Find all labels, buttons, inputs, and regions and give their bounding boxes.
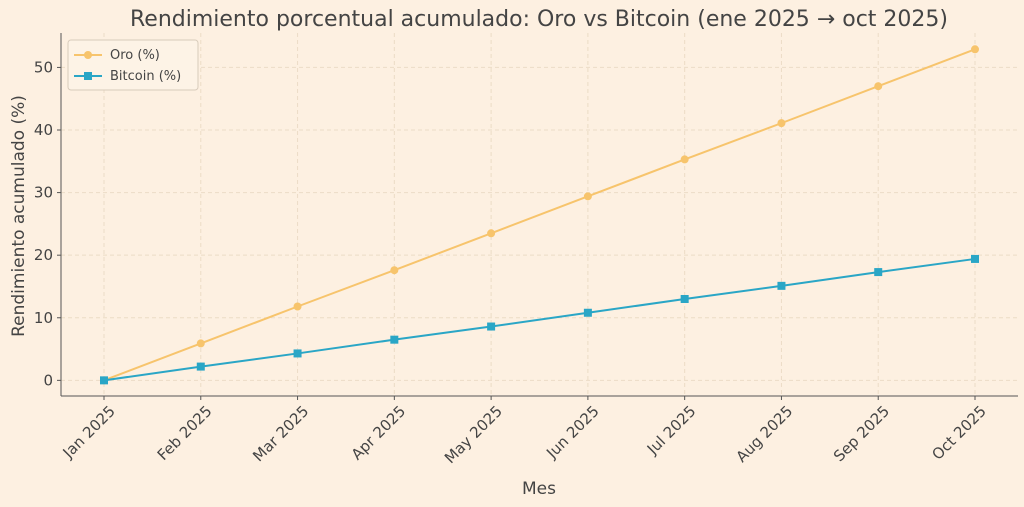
data-point [777,281,786,290]
y-tick-label: 20 [34,246,53,264]
y-tick-label: 10 [34,309,53,327]
x-axis-label: Mes [522,479,556,499]
x-tick-label: Sep 2025 [830,402,893,465]
x-tick-label: Aug 2025 [732,402,796,466]
legend-label: Oro (%) [110,48,160,63]
legend-marker [84,72,92,80]
x-tick-label: Jun 2025 [542,402,602,462]
data-point [583,192,592,201]
data-point [583,308,592,317]
series-line [103,257,976,382]
legend-box [67,39,199,91]
y-ticks: 0 10 20 30 40 50 [34,58,61,389]
data-point [487,229,496,238]
x-tick-label: Jan 2025 [59,402,119,462]
legend: Oro (%) Bitcoin (%) [67,39,199,91]
x-ticks: Jan 2025 Feb 2025 Mar 2025 Apr 2025 May 2025… [59,396,990,467]
chart-title: Rendimiento porcentual acumulado: Oro vs… [130,7,948,32]
y-tick-label: 0 [43,371,53,389]
x-tick-label: Mar 2025 [249,402,312,465]
x-tick-label: Jul 2025 [643,402,700,459]
data-point [100,376,108,385]
series-group [100,45,979,385]
grid [61,33,1018,396]
data-point [777,119,786,128]
x-tick-label: Apr 2025 [348,402,409,463]
data-point [196,362,205,371]
legend-label: Bitcoin (%) [110,69,181,84]
x-tick-label: Feb 2025 [154,402,216,464]
data-point [196,339,205,348]
y-tick-label: 40 [34,121,53,139]
y-tick-label: 30 [34,184,53,202]
data-point [680,155,689,164]
data-point [971,254,979,263]
x-tick-label: May 2025 [441,402,506,467]
x-tick-label: Oct 2025 [928,402,989,463]
axes [60,33,1018,397]
data-point [874,82,883,91]
data-point [971,45,979,54]
data-point [390,335,399,344]
data-point [874,268,883,277]
legend-marker [84,51,92,59]
series-oro [100,45,979,385]
data-point [293,302,302,311]
y-tick-label: 50 [34,58,53,76]
y-axis-label: Rendimiento acumulado (%) [9,95,29,337]
data-point [390,266,399,275]
series-line [103,48,976,382]
data-point [680,294,689,303]
data-point [487,322,496,331]
data-point [293,349,302,358]
series-bitcoin [100,254,979,385]
